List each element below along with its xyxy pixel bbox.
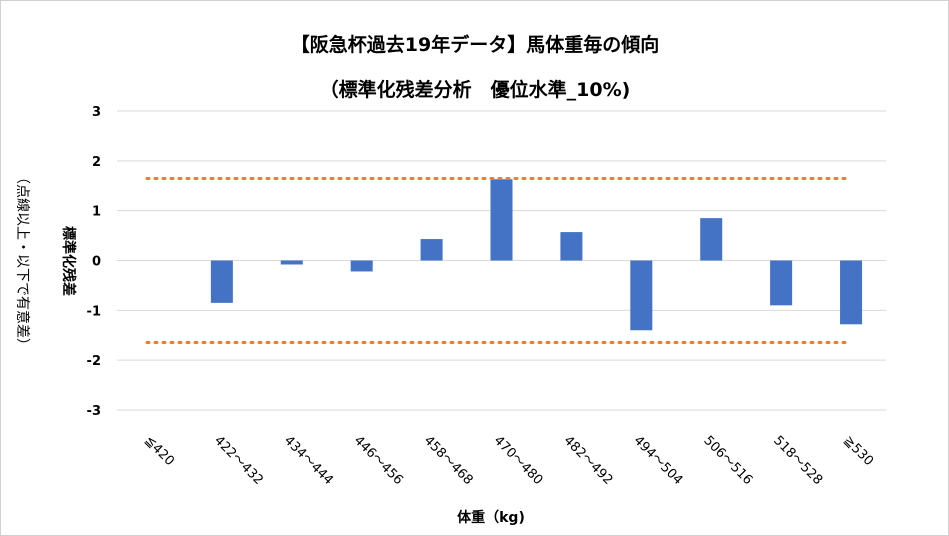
y-tick-label: 0 — [92, 255, 101, 270]
x-tick-label: 482～492 — [561, 433, 616, 488]
bar — [560, 232, 583, 261]
bar — [630, 260, 653, 331]
bar — [840, 260, 863, 325]
x-tick-label: 506～516 — [700, 433, 755, 488]
y-tick-label: -3 — [87, 404, 101, 419]
x-tick-label: 422～432 — [211, 433, 266, 488]
x-axis-label: 体重（kg) — [457, 509, 525, 526]
x-tick-label: ≧530 — [840, 433, 876, 469]
chart-title: 【阪急杯過去19年データ】馬体重毎の傾向 — [291, 33, 659, 56]
y-tick-label: 1 — [92, 205, 101, 220]
bar — [700, 218, 723, 261]
chart-subtitle: （標準化残差分析 優位水準_10%) — [320, 78, 631, 101]
x-tick-label: 470～480 — [491, 433, 546, 488]
x-tick-label: 518～528 — [770, 433, 825, 488]
x-tick-label: 434～444 — [281, 433, 336, 488]
x-tick-label: 494～504 — [630, 433, 685, 488]
bar — [490, 179, 513, 261]
y-tick-label: -2 — [87, 354, 101, 369]
x-tick-label: ≦420 — [141, 433, 177, 469]
bar — [770, 260, 793, 306]
y-axis-label: 標準化残差 — [60, 226, 77, 296]
bar — [420, 239, 443, 261]
y-tick-label: -1 — [87, 304, 101, 319]
x-tick-label: 446～456 — [351, 433, 406, 488]
x-tick-label: 458～468 — [421, 433, 476, 488]
bar — [280, 260, 303, 265]
bar — [350, 260, 373, 272]
bar — [210, 260, 233, 303]
y-tick-label: 3 — [92, 105, 101, 120]
y-tick-label: 2 — [92, 155, 101, 170]
y-axis-note: （点線以上・以下で有意差） — [14, 170, 31, 352]
